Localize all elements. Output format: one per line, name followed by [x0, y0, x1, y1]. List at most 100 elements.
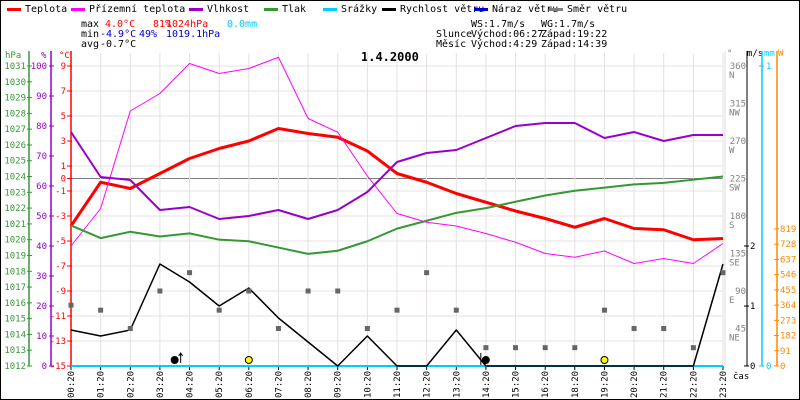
- sunrise-icon: [244, 356, 253, 364]
- pressure-tick-label: 1013: [4, 346, 26, 356]
- solar-tick-label: 273: [780, 316, 796, 326]
- moonset-time: Západ:14:39: [541, 39, 608, 50]
- x-tick-label: 13:20: [452, 371, 462, 398]
- x-tick-label: 12:20: [423, 371, 433, 398]
- pressure-tick-label: 1015: [4, 315, 26, 325]
- wind-direction-point: [572, 345, 578, 351]
- direction-tick-label: 360: [730, 62, 746, 72]
- moonrise-icon: [170, 356, 179, 364]
- chart-title: 1.4.2000: [361, 50, 419, 64]
- wind-direction-point: [453, 307, 459, 313]
- legend-item: Tlak: [264, 4, 306, 16]
- legend-swatch: [323, 7, 337, 11]
- legend-item: Teplota: [7, 4, 67, 16]
- temperature-tick-label: -3: [55, 212, 66, 222]
- legend-label: Rychlost větru: [400, 4, 485, 15]
- solar-tick-label: 182: [780, 332, 796, 342]
- wind-direction-point: [661, 326, 667, 331]
- humidity-tick-label: 90: [36, 92, 47, 102]
- moonrise-arrow-icon: [178, 352, 184, 363]
- temperature-tick-label: 1: [61, 162, 66, 172]
- x-tick-label: 19:20: [600, 371, 610, 398]
- pressure-tick-label: 1024: [4, 173, 26, 183]
- wind-direction-point: [631, 326, 637, 331]
- stat-min-temp: -4.9°C: [100, 29, 137, 40]
- legend-label: Teplota: [25, 4, 68, 15]
- temperature-tick-label: 5: [61, 112, 66, 122]
- stat-max-label: max: [81, 19, 100, 30]
- stat-max-hum: 81%: [153, 19, 172, 30]
- humidity-tick-label: 100: [31, 62, 47, 72]
- wind-direction-point: [424, 270, 430, 276]
- direction-tick-label: 180: [730, 212, 746, 222]
- x-tick-label: 06:20: [245, 371, 255, 398]
- x-tick-label: 20:20: [630, 371, 640, 398]
- x-tick-label: 03:20: [156, 371, 166, 398]
- temperature-tick-label: -13: [50, 337, 66, 347]
- temperature-tick-label: -9: [55, 287, 66, 297]
- pressure-tick-label: 1031: [4, 62, 26, 72]
- direction-tick-label: 225: [730, 175, 746, 185]
- moonrise-time: Východ:4:29: [471, 39, 538, 50]
- direction-tick-label: 135: [730, 250, 746, 260]
- legend-swatch: [549, 7, 563, 11]
- series-line-rychlost-větru: [70, 263, 724, 367]
- pressure-tick-label: 1012: [4, 362, 26, 372]
- legend-item: Směr větru: [549, 4, 627, 16]
- wind-tick-label: 0: [750, 362, 755, 372]
- stat-avg-temp: -0.7°C: [100, 39, 137, 50]
- wind-direction-point: [542, 345, 548, 351]
- pressure-axis-unit: hPa: [5, 51, 21, 61]
- pressure-tick-label: 1019: [4, 251, 26, 261]
- pressure-tick-label: 1026: [4, 141, 26, 151]
- wind-direction-point: [513, 345, 519, 351]
- pressure-tick-label: 1016: [4, 299, 26, 309]
- solar-tick-label: 364: [780, 301, 796, 311]
- solar-tick-label: 91: [780, 347, 791, 357]
- solar-tick-label: 455: [780, 286, 796, 296]
- x-tick-label: 18:20: [571, 371, 581, 398]
- legend-label: Směr větru: [567, 4, 628, 15]
- legend-item: Vlhkost: [189, 4, 249, 16]
- solar-tick-label: 546: [780, 271, 796, 281]
- legend-label: Vlhkost: [207, 4, 250, 15]
- temperature-tick-label: 9: [61, 62, 66, 72]
- direction-tick-label: 90: [735, 287, 746, 297]
- direction-tick-label: 45: [735, 325, 746, 335]
- wind-tick-label: 2: [750, 242, 755, 252]
- pressure-tick-label: 1027: [4, 125, 26, 135]
- humidity-tick-label: 60: [36, 182, 47, 192]
- temperature-tick-label: 3: [61, 137, 66, 147]
- pressure-tick-label: 1018: [4, 267, 26, 277]
- stat-max-press: 1024hPa: [166, 19, 209, 30]
- legend-label: Tlak: [282, 4, 307, 15]
- legend-swatch: [71, 7, 85, 11]
- direction-compass-label: NE: [729, 334, 740, 344]
- legend-item: Rychlost větru: [382, 4, 484, 16]
- stat-min-label: min: [81, 29, 100, 40]
- direction-compass-label: W: [729, 146, 735, 156]
- x-tick-label: 21:20: [660, 371, 670, 398]
- wind-direction-point: [335, 288, 341, 294]
- stat-min-press: 1019.1hPa: [166, 29, 221, 40]
- direction-tick-label: 315: [730, 100, 746, 110]
- x-tick-label: 09:20: [334, 371, 344, 398]
- series-line-přízemní-teplota: [70, 56, 724, 264]
- legend-label: Přízemní teplota: [89, 4, 186, 15]
- direction-compass-label: SE: [729, 259, 740, 269]
- wind-direction-point: [720, 270, 726, 276]
- direction-compass-label: SW: [729, 184, 740, 194]
- sunset-icon: [600, 356, 609, 364]
- stat-avg-label: avg: [81, 39, 100, 50]
- rain-axis-unit: mm: [764, 49, 775, 59]
- legend-label: Náraz větru: [492, 4, 559, 15]
- wind-direction-point: [246, 288, 252, 294]
- x-axis-label: čas: [733, 371, 749, 382]
- wind-direction-point: [305, 288, 311, 294]
- direction-tick-label: 270: [730, 137, 746, 147]
- pressure-tick-label: 1029: [4, 94, 26, 104]
- wind-direction-point: [275, 326, 281, 331]
- legend-swatch: [382, 7, 396, 11]
- x-tick-label: 02:20: [126, 371, 136, 398]
